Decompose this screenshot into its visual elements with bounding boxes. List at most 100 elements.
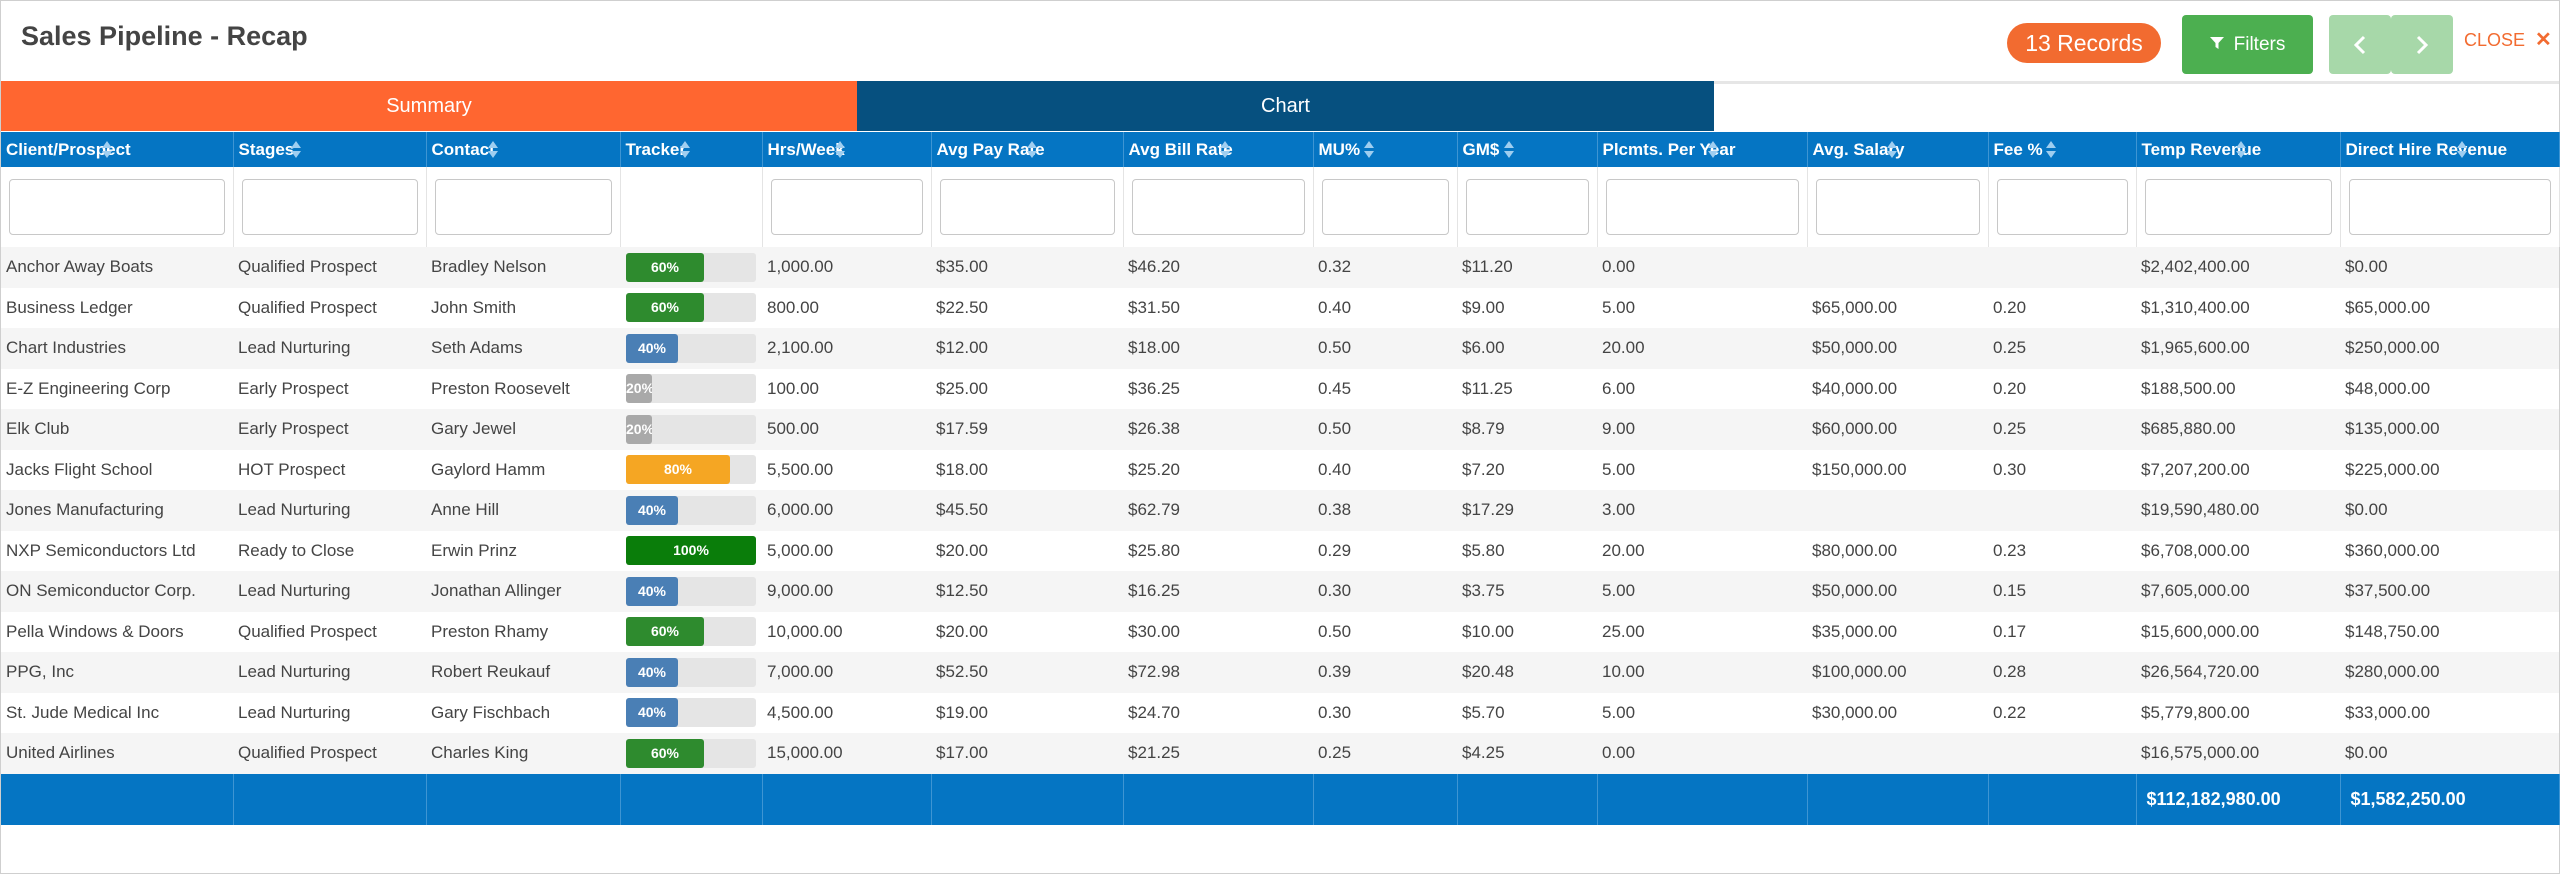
totals-cell [1597,773,1808,825]
filter-input-gm-dollars[interactable] [1465,179,1589,235]
filter-input-mu-percent[interactable] [1321,179,1449,235]
totals-cell [1988,773,2137,825]
cell-direct-hire-revenue: $0.00 [2340,247,2559,288]
filter-input-stages[interactable] [241,179,418,235]
cell-tracker: 60% [620,733,762,774]
sort-icon[interactable] [2456,141,2467,159]
cell-stages: Qualified Prospect [233,247,426,288]
sort-icon[interactable] [487,141,498,159]
column-header-label: Avg Pay Rate [936,139,1045,159]
tab-chart[interactable]: Chart [857,81,1714,131]
table-row[interactable]: Pella Windows & Doors Qualified Prospect P… [1,611,2559,652]
sort-icon[interactable] [2045,141,2056,159]
cell-contact: Erwin Prinz [426,530,620,571]
sort-icon[interactable] [1503,141,1514,159]
filter-cell [426,167,621,247]
filter-input-hrs-week[interactable] [770,179,923,235]
column-header-client-prospect[interactable]: Client/Prospect [1,132,234,167]
filter-cell [233,167,427,247]
table-row[interactable]: Chart Industries Lead Nurturing Seth Adams… [1,328,2559,369]
filter-input-avg-salary[interactable] [1815,179,1980,235]
column-header-temp-revenue[interactable]: Temp Revenue [2136,132,2341,167]
cell-avg-pay-rate: $19.00 [931,692,1123,733]
tracker-bar: 20% [626,374,756,404]
column-header-contact[interactable]: Contact [426,132,621,167]
table-row[interactable]: E-Z Engineering Corp Early Prospect Presto… [1,368,2559,409]
cell-tracker: 60% [620,287,762,328]
column-header-hrs-week[interactable]: Hrs/Week [762,132,932,167]
column-header-placements-per-year[interactable]: Plcmts. Per Year [1597,132,1808,167]
filters-button[interactable]: Filters [2182,15,2313,74]
filter-cell [1807,167,1989,247]
cell-hrs-week: 6,000.00 [762,490,931,531]
column-header-fee-percent[interactable]: Fee % [1988,132,2137,167]
cell-placements-per-year: 0.00 [1597,733,1807,774]
tab-summary[interactable]: Summary [1,81,857,131]
filter-input-temp-revenue[interactable] [2144,179,2332,235]
cell-gm-dollars: $5.70 [1457,692,1597,733]
cell-hrs-week: 9,000.00 [762,571,931,612]
previous-button[interactable] [2329,15,2391,74]
cell-gm-dollars: $4.25 [1457,733,1597,774]
sort-icon[interactable] [1219,141,1230,159]
column-header-direct-hire-revenue[interactable]: Direct Hire Revenue [2340,132,2560,167]
sort-icon[interactable] [1363,141,1374,159]
sort-icon[interactable] [1026,141,1037,159]
column-header-avg-bill-rate[interactable]: Avg Bill Rate [1123,132,1314,167]
filter-cell [1597,167,1808,247]
cell-avg-salary [1807,247,1988,288]
table-row[interactable]: ON Semiconductor Corp. Lead Nurturing Jona… [1,571,2559,612]
table-row[interactable]: Jacks Flight School HOT Prospect Gaylord H… [1,449,2559,490]
cell-avg-bill-rate: $25.20 [1123,449,1313,490]
filter-cell [2136,167,2341,247]
cell-client-prospect: Jacks Flight School [1,449,233,490]
column-header-avg-salary[interactable]: Avg. Salary [1807,132,1989,167]
cell-stages: Lead Nurturing [233,652,426,693]
sort-icon[interactable] [290,141,301,159]
sort-icon[interactable] [679,141,690,159]
filter-input-contact[interactable] [434,179,612,235]
cell-hrs-week: 7,000.00 [762,652,931,693]
table-row[interactable]: United Airlines Qualified Prospect Charles… [1,733,2559,774]
filter-input-avg-bill-rate[interactable] [1131,179,1305,235]
sort-icon[interactable] [102,141,112,159]
cell-client-prospect: Anchor Away Boats [1,247,233,288]
table-row[interactable]: Anchor Away Boats Qualified Prospect Bradl… [1,247,2559,288]
cell-stages: Lead Nurturing [233,692,426,733]
filter-input-avg-pay-rate[interactable] [939,179,1115,235]
cell-gm-dollars: $20.48 [1457,652,1597,693]
table-row[interactable]: Jones Manufacturing Lead Nurturing Anne Hi… [1,490,2559,531]
cell-tracker: 40% [620,490,762,531]
cell-tracker: 60% [620,611,762,652]
sort-icon[interactable] [1707,141,1718,159]
cell-placements-per-year: 5.00 [1597,692,1807,733]
cell-hrs-week: 4,500.00 [762,692,931,733]
filter-input-fee-percent[interactable] [1996,179,2128,235]
table-row[interactable]: Elk Club Early Prospect Gary Jewel 20% 500.0… [1,409,2559,450]
cell-contact: Gaylord Hamm [426,449,620,490]
cell-avg-bill-rate: $46.20 [1123,247,1313,288]
filter-input-client-prospect[interactable] [9,179,225,235]
cell-avg-pay-rate: $20.00 [931,611,1123,652]
cell-direct-hire-revenue: $280,000.00 [2340,652,2559,693]
sort-icon[interactable] [834,141,845,159]
table-row[interactable]: NXP Semiconductors Ltd Ready to Close Erwi… [1,530,2559,571]
cell-avg-salary: $65,000.00 [1807,287,1988,328]
sort-icon[interactable] [2235,141,2246,159]
close-button[interactable]: CLOSE ✕ [2464,27,2552,52]
filter-input-placements-per-year[interactable] [1605,179,1799,235]
next-button[interactable] [2391,15,2453,74]
column-header-avg-pay-rate[interactable]: Avg Pay Rate [931,132,1124,167]
column-header-gm-dollars[interactable]: GM$ [1457,132,1598,167]
table-row[interactable]: Business Ledger Qualified Prospect John Sm… [1,287,2559,328]
column-header-tracker[interactable]: Tracker [620,132,763,167]
column-header-stages[interactable]: Stages [233,132,427,167]
filter-input-direct-hire-revenue[interactable] [2348,179,2551,235]
table-row[interactable]: PPG, Inc Lead Nurturing Robert Reukauf 40% 7… [1,652,2559,693]
sort-icon[interactable] [1886,141,1897,159]
cell-placements-per-year: 5.00 [1597,571,1807,612]
cell-mu-percent: 0.50 [1313,611,1457,652]
cell-direct-hire-revenue: $33,000.00 [2340,692,2559,733]
column-header-mu-percent[interactable]: MU% [1313,132,1458,167]
table-row[interactable]: St. Jude Medical Inc Lead Nurturing Gary F… [1,692,2559,733]
